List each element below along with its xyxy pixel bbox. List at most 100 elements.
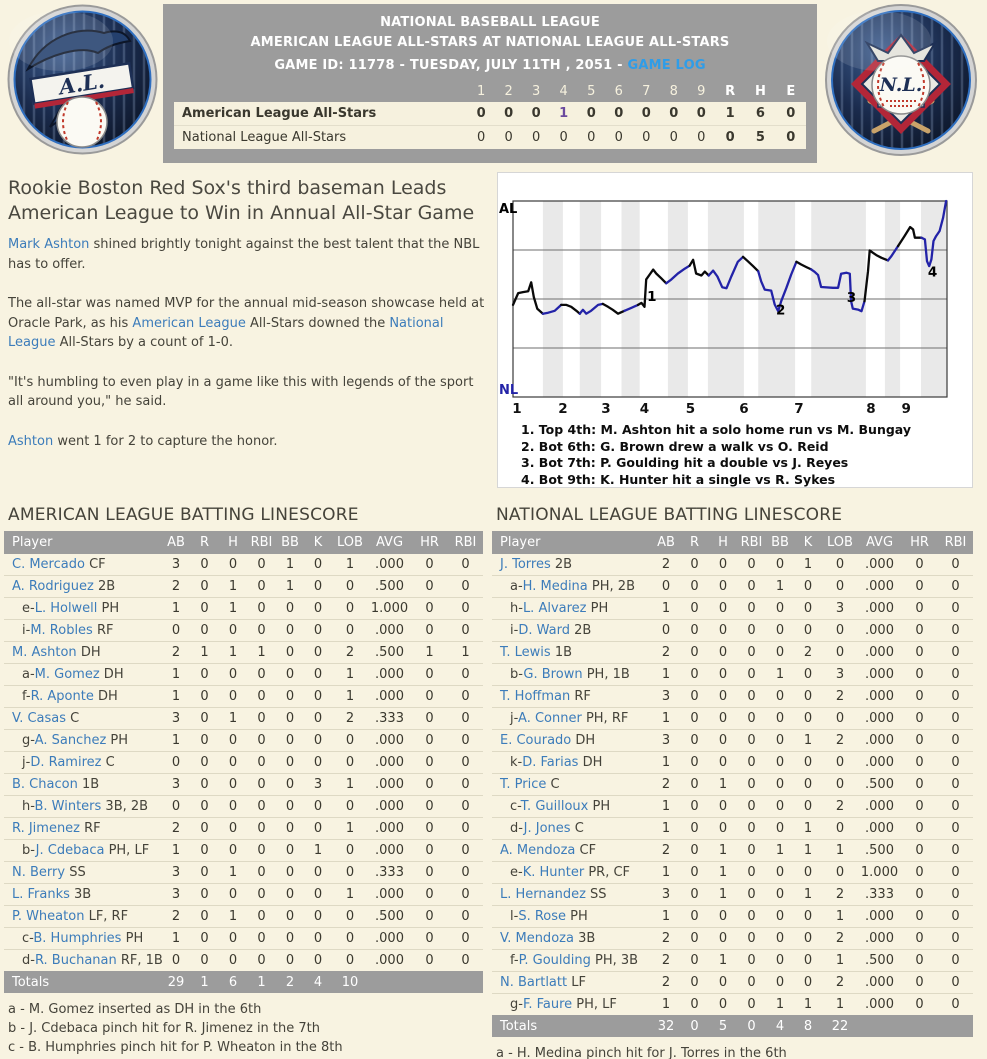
stat-cell: 0 — [766, 949, 794, 972]
player-link[interactable]: R. Aponte — [30, 689, 94, 704]
player-link[interactable]: R. Jimenez — [12, 821, 81, 836]
game-info-line: GAME ID: 11778 - TUESDAY, JULY 11TH , 20… — [163, 58, 817, 73]
stat-cell: 0 — [737, 795, 766, 818]
stat-cell: 1 — [803, 557, 813, 572]
player-position: LF — [567, 975, 586, 990]
stat-cell: .000 — [858, 751, 901, 774]
stat-cell: .000 — [858, 905, 901, 928]
player-link[interactable]: F. Faure — [522, 997, 573, 1012]
player-link[interactable]: T. Price — [500, 777, 547, 792]
stat-cell: 0 — [938, 839, 973, 862]
player-link[interactable]: M. Robles — [30, 623, 93, 638]
batter-row: A. Mendoza CF 2 0 1 0 1 1 1.500 0 0 — [492, 839, 973, 862]
player-link[interactable]: N. Bartlatt — [500, 975, 568, 990]
stat-cell: 0 — [332, 575, 368, 598]
stat-cell: .500 — [858, 839, 901, 862]
stat-cell: 0 — [276, 619, 304, 642]
player-link[interactable]: C. Mercado — [12, 557, 85, 572]
game-log-link[interactable]: GAME LOG — [627, 58, 706, 73]
inning-3-runs: 0 — [531, 106, 541, 121]
col-header-player: Player — [492, 531, 652, 554]
player-link[interactable]: L. Alvarez — [522, 601, 587, 616]
al-team-logo[interactable]: A.L. — [6, 3, 159, 156]
col-header-rbi: RBI — [938, 531, 973, 554]
stat-cell: 2 — [822, 927, 858, 950]
stat-cell: 0 — [938, 751, 973, 774]
e-total: 0 — [775, 125, 806, 149]
player-link[interactable]: N. Berry — [12, 865, 66, 880]
stat-cell: .000 — [368, 663, 411, 686]
batter-row: l-S. Rose PH 1 0 0 0 0 0 1.000 0 0 — [492, 905, 973, 928]
stat-cell: 0 — [901, 971, 938, 994]
player-link[interactable]: A. Conner — [518, 711, 582, 726]
player-link[interactable]: A. Sanchez — [34, 733, 107, 748]
player-link[interactable]: J. Jones — [523, 821, 571, 836]
stat-cell: 0 — [190, 883, 219, 906]
stat-cell: 1 — [652, 663, 680, 686]
player-link[interactable]: P. Wheaton — [12, 909, 85, 924]
stat-cell: 0 — [901, 619, 938, 642]
player-link[interactable]: D. Ward — [518, 623, 570, 638]
player-position: PH — [106, 733, 129, 748]
stat-cell: 0 — [219, 795, 247, 818]
sub-prefix: f- — [510, 953, 519, 968]
story-link[interactable]: American League — [132, 315, 246, 331]
story-link[interactable]: Mark Ashton — [8, 237, 90, 253]
player-link[interactable]: V. Casas — [12, 711, 67, 726]
stat-cell: 0 — [247, 817, 276, 840]
stat-cell: 0 — [162, 751, 190, 774]
player-position: 2B — [550, 557, 573, 572]
player-link[interactable]: S. Rose — [518, 909, 567, 924]
stat-cell: .000 — [368, 773, 411, 796]
batter-row: j-A. Conner PH, RF 1 0 0 0 0 0 0.000 0 0 — [492, 707, 973, 730]
stat-cell: 0 — [247, 707, 276, 730]
col-header-ab: AB — [162, 531, 190, 554]
story-link[interactable]: National League — [8, 315, 444, 351]
nl-team-logo[interactable]: N.L. — [822, 3, 980, 158]
player-link[interactable]: L. Franks — [12, 887, 70, 902]
player-link[interactable]: K. Hunter — [522, 865, 585, 880]
stat-cell: 0 — [938, 817, 973, 840]
player-link[interactable]: J. Torres — [500, 557, 551, 572]
player-link[interactable]: V. Mendoza — [500, 931, 574, 946]
player-link[interactable]: B. Chacon — [12, 777, 78, 792]
total-stat-cell: 2 — [276, 971, 304, 993]
inning-tick-label: 2 — [558, 401, 567, 417]
player-link[interactable]: D. Ramirez — [30, 755, 102, 770]
story-link[interactable]: Ashton — [8, 433, 54, 449]
story-paragraph: Mark Ashton shined brightly tonight agai… — [8, 235, 490, 274]
player-link[interactable]: L. Hernandez — [500, 887, 586, 902]
stat-cell: 0 — [448, 883, 483, 906]
stat-cell: 1 — [652, 817, 680, 840]
stat-cell: 0 — [276, 597, 304, 620]
player-link[interactable]: P. Goulding — [518, 953, 591, 968]
player-link[interactable]: A. Mendoza — [500, 843, 576, 858]
player-link[interactable]: R. Buchanan — [34, 953, 117, 968]
stat-cell: 2 — [652, 927, 680, 950]
stat-cell: 0 — [901, 707, 938, 730]
batter-row: g-A. Sanchez PH 1 0 0 0 0 0 0.000 0 0 — [4, 729, 483, 752]
player-link[interactable]: G. Brown — [523, 667, 583, 682]
stat-cell: 0 — [247, 839, 276, 862]
player-link[interactable]: T. Lewis — [500, 645, 551, 660]
player-link[interactable]: M. Gomez — [34, 667, 100, 682]
stat-cell: .333 — [368, 861, 411, 884]
player-link[interactable]: J. Cdebaca — [35, 843, 105, 858]
stat-cell: 0 — [737, 619, 766, 642]
stat-cell: .000 — [858, 817, 901, 840]
stat-cell: 0 — [835, 557, 845, 572]
player-position: DH — [76, 645, 101, 660]
player-link[interactable]: T. Guilloux — [520, 799, 589, 814]
player-link[interactable]: T. Hoffman — [500, 689, 571, 704]
player-link[interactable]: B. Winters — [34, 799, 102, 814]
player-link[interactable]: E. Courado — [500, 733, 572, 748]
player-link[interactable]: L. Holwell — [34, 601, 98, 616]
player-link[interactable]: H. Medina — [522, 579, 588, 594]
player-link[interactable]: D. Farias — [522, 755, 579, 770]
total-stat-cell: 1 — [190, 971, 219, 993]
player-link[interactable]: M. Ashton — [12, 645, 77, 660]
stat-cell: 1 — [190, 641, 219, 664]
player-link[interactable]: B. Humphries — [33, 931, 122, 946]
player-link[interactable]: A. Rodriguez — [12, 579, 94, 594]
stat-cell: 2 — [794, 641, 822, 664]
